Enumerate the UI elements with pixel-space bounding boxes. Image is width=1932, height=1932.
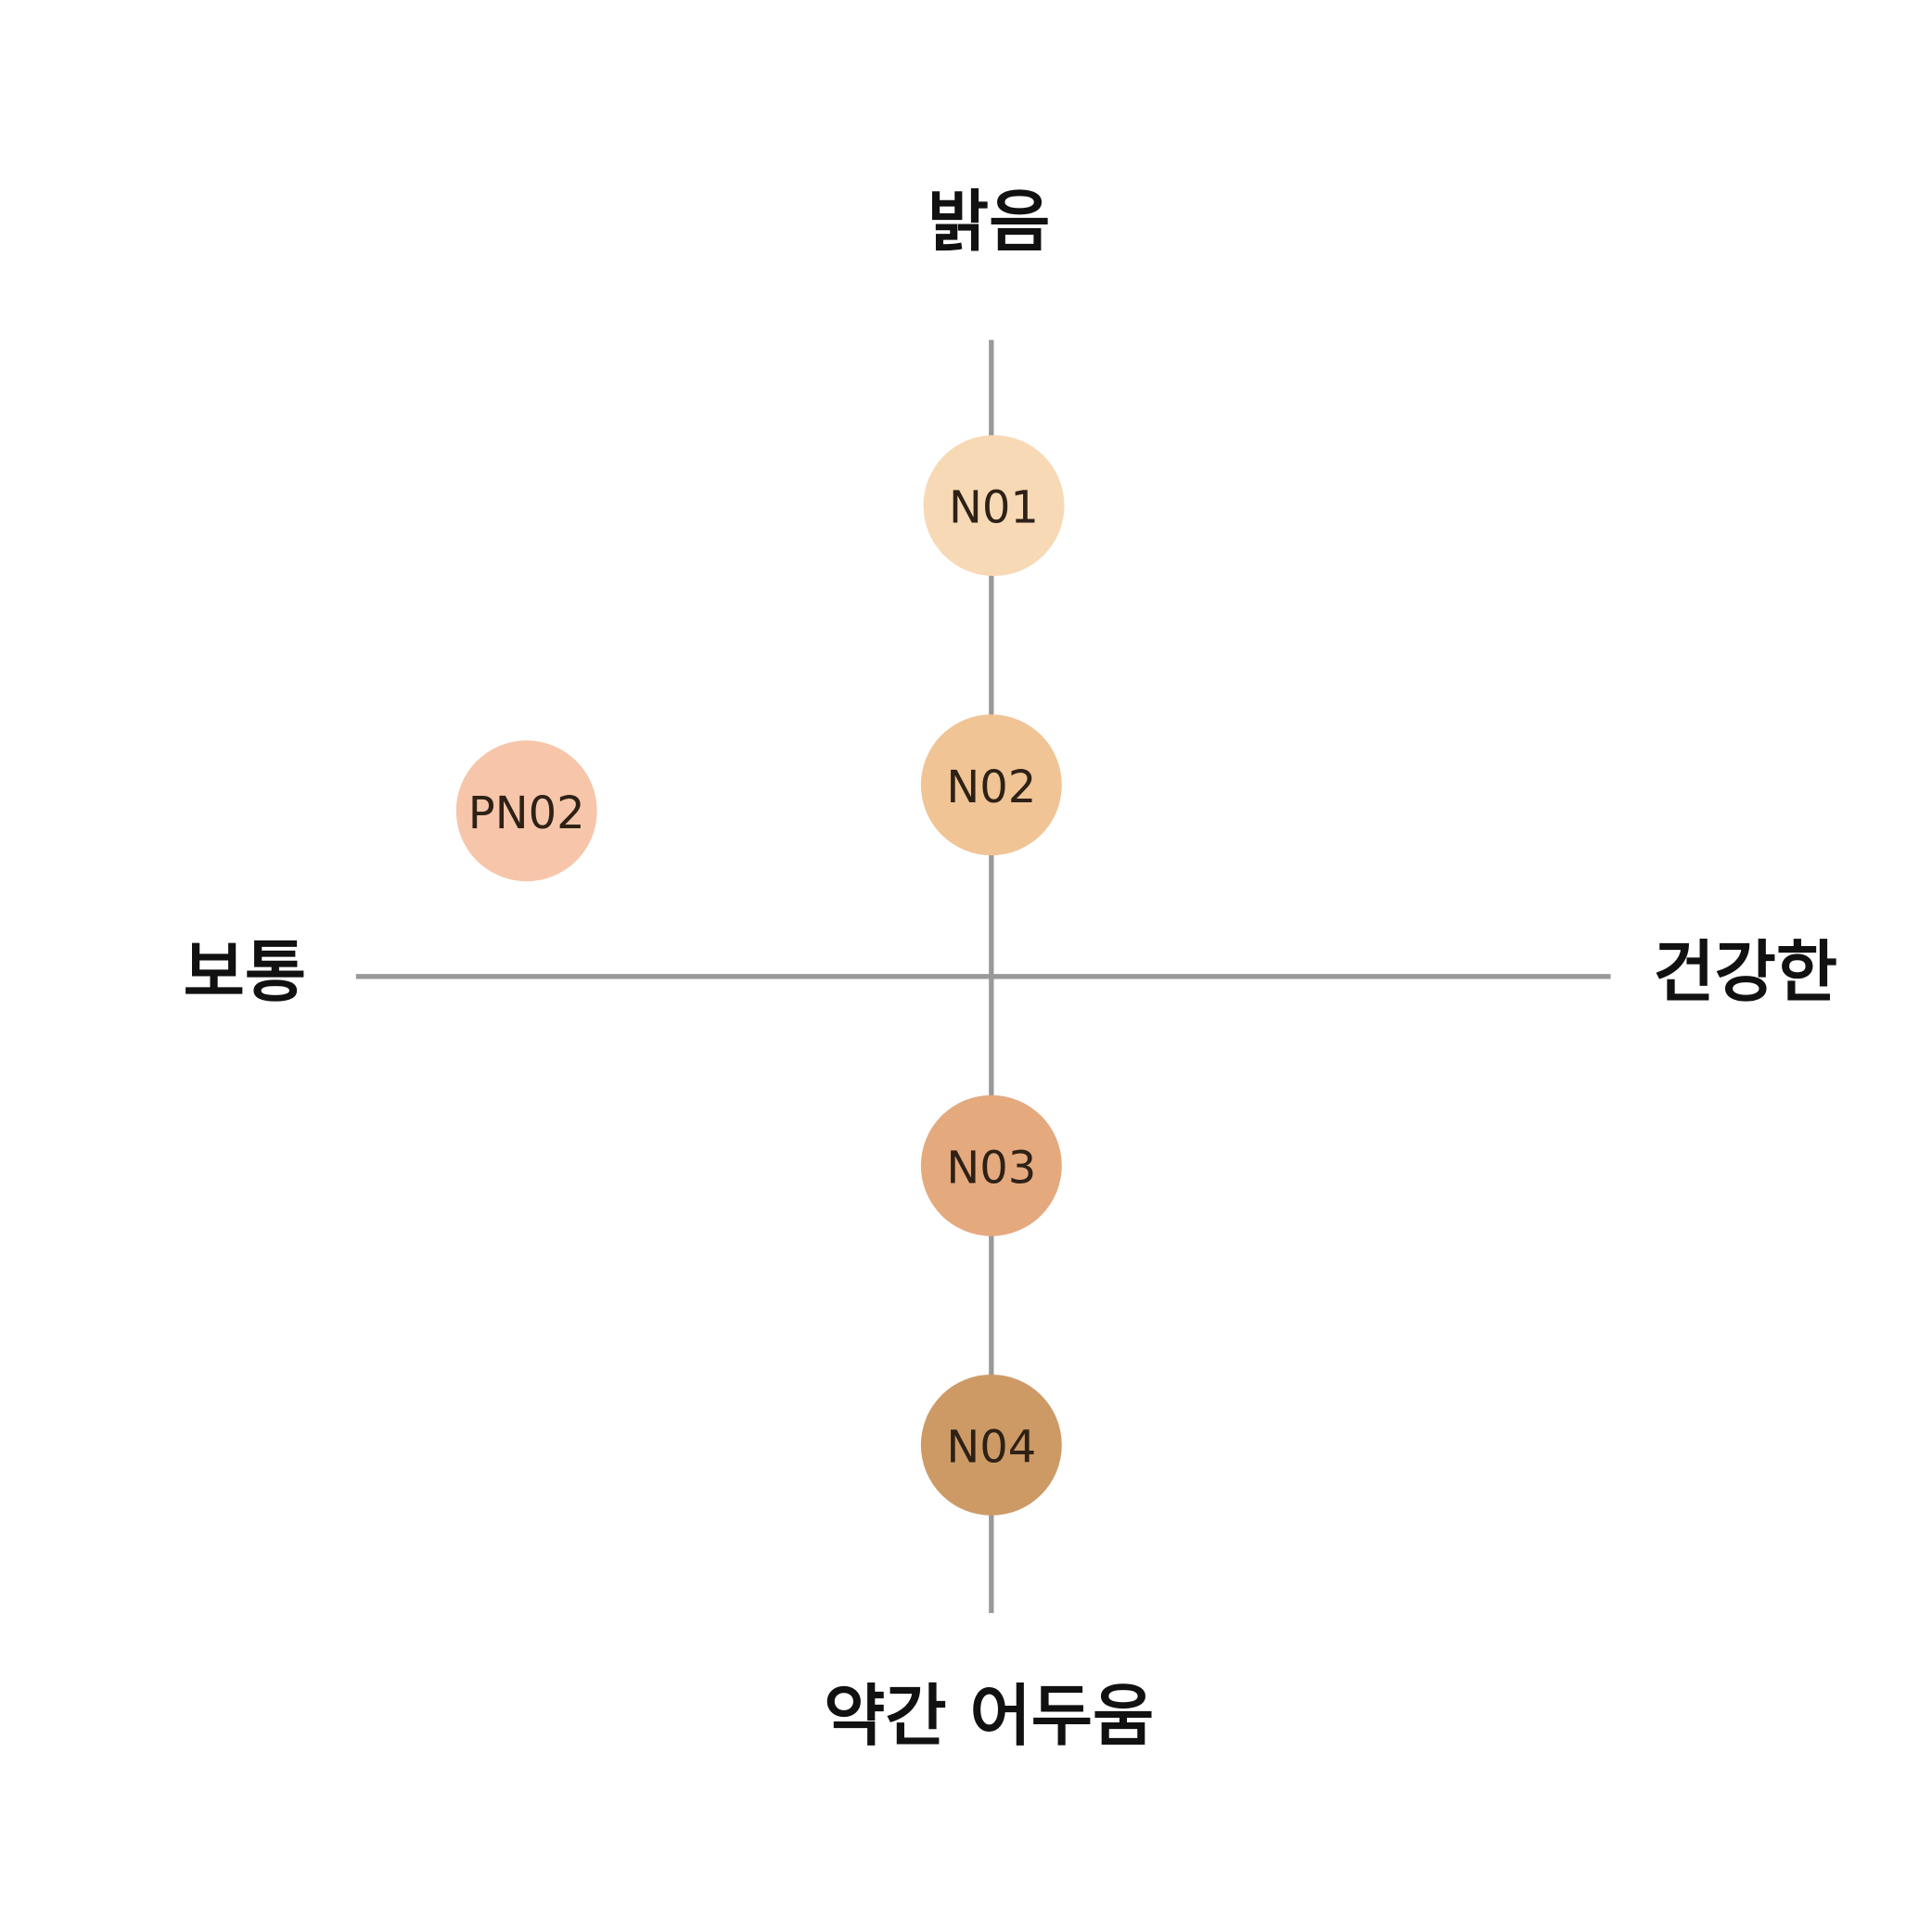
swatch-n02: N02 xyxy=(920,714,1062,856)
axis-label-right: 건강한 xyxy=(1653,933,1837,1011)
axis-label-bottom: 약간 어두움 xyxy=(824,1677,1154,1755)
swatch-label: N03 xyxy=(946,1142,1036,1194)
swatch-label: N02 xyxy=(946,761,1036,813)
axis-label-top: 밝음 xyxy=(928,183,1050,261)
swatch-label: N01 xyxy=(949,482,1039,534)
swatch-circle xyxy=(920,714,1062,856)
swatch-n03: N03 xyxy=(920,1094,1062,1236)
swatch-pn02: PN02 xyxy=(455,740,597,882)
swatch-n04: N04 xyxy=(920,1374,1062,1516)
swatch-label: N04 xyxy=(946,1422,1036,1474)
swatch-circle xyxy=(923,435,1065,577)
swatch-n01: N01 xyxy=(923,435,1065,577)
swatch-label: PN02 xyxy=(468,787,585,839)
swatch-circle xyxy=(455,740,597,882)
swatch-circle xyxy=(920,1094,1062,1236)
swatch-circle xyxy=(920,1374,1062,1516)
axis-label-left: 보통 xyxy=(184,933,306,1011)
